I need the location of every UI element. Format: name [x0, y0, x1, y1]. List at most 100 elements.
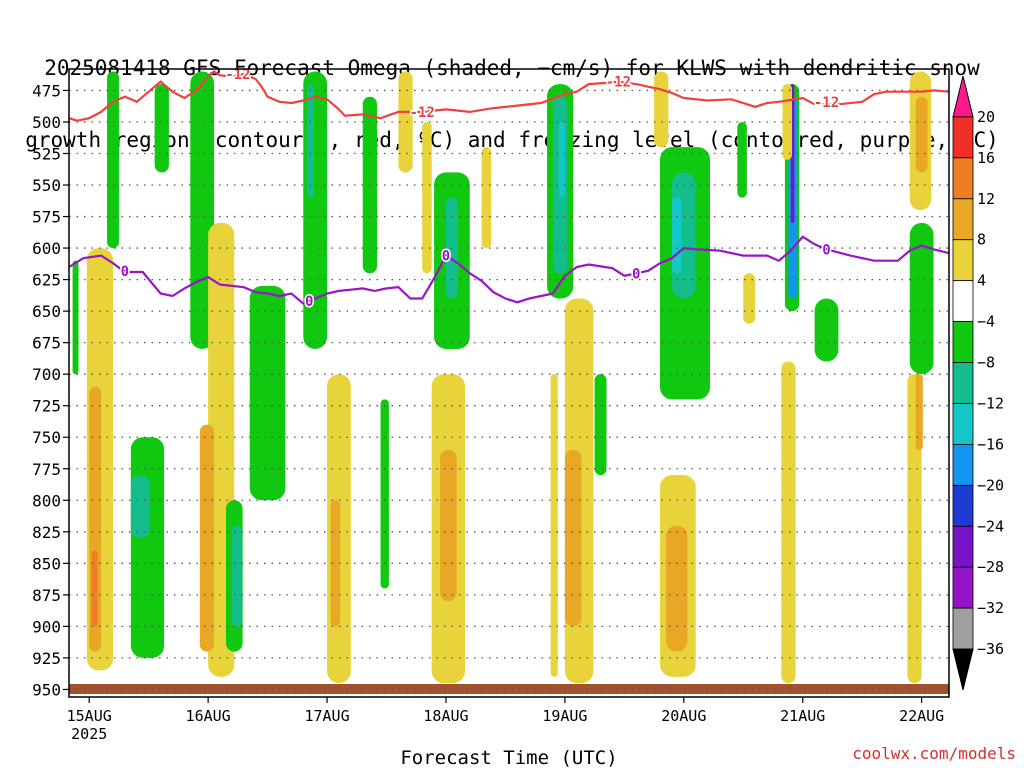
colorbar-swatch — [952, 321, 974, 363]
plot-frame — [68, 68, 950, 698]
colorbar-swatch — [952, 566, 974, 609]
omega-cell — [782, 84, 793, 160]
x-tick-label: 22AUG — [899, 707, 944, 725]
colorbar-label: −36 — [977, 640, 1004, 658]
y-tick-label: 625 — [32, 271, 61, 290]
colorbar-swatch — [952, 198, 974, 241]
contour-line — [69, 235, 949, 305]
title-line-1: 2025081418 GFS Forecast Omega (shaded, −… — [44, 56, 980, 80]
colorbar-swatch — [952, 157, 974, 200]
x-tick-label: 19AUG — [542, 707, 587, 725]
omega-cell — [814, 298, 839, 362]
omega-cell — [564, 449, 582, 627]
x-tick-label: 16AUG — [186, 707, 231, 725]
y-tick-label: 775 — [32, 460, 61, 479]
omega-cell — [72, 260, 79, 375]
y-tick-label: 725 — [32, 397, 61, 416]
omega-cell — [380, 399, 389, 589]
omega-cell — [558, 121, 565, 198]
omega-cell — [398, 71, 413, 173]
colorbar-label: −32 — [977, 599, 1004, 617]
y-tick-label: 550 — [32, 176, 61, 195]
colorbar-label: −12 — [977, 394, 1004, 412]
omega-cell — [781, 361, 796, 684]
omega-cell — [481, 147, 492, 249]
contour-label: -12 — [814, 95, 839, 111]
y-tick-label: 850 — [32, 554, 61, 573]
colorbar-swatch — [952, 403, 974, 445]
y-tick-label: 900 — [32, 617, 61, 636]
colorbar-label: −28 — [977, 558, 1004, 576]
y-tick-label: 600 — [32, 239, 61, 258]
y-tick-label: 750 — [32, 428, 61, 447]
omega-cell — [231, 525, 242, 627]
y-tick-label: 925 — [32, 649, 61, 668]
omega-cell — [550, 374, 558, 677]
omega-cell — [671, 197, 682, 274]
contour-label: 0 — [442, 249, 450, 265]
colorbar-cap-bottom — [952, 648, 974, 691]
y-tick-label: 950 — [32, 680, 61, 699]
colorbar-swatch — [952, 362, 974, 404]
x-year-label: 2025 — [71, 725, 107, 743]
colorbar-swatch — [952, 484, 974, 527]
y-tick-label: 525 — [32, 144, 61, 163]
contour-label: 0 — [305, 294, 313, 310]
colorbar-swatch — [952, 443, 974, 486]
omega-cell — [909, 222, 934, 375]
chart-title: 2025081418 GFS Forecast Omega (shaded, −… — [0, 8, 1024, 176]
colorbar-label: −24 — [977, 517, 1004, 535]
omega-cell — [594, 374, 607, 476]
omega-cell — [743, 273, 756, 324]
contour-label: -12 — [225, 67, 250, 83]
omega-cell — [915, 374, 923, 450]
colorbar-label: −4 — [977, 313, 995, 331]
omega-cell — [306, 84, 314, 198]
contour-label: -12 — [410, 105, 435, 121]
x-tick-label: 20AUG — [661, 707, 706, 725]
y-tick-label: 650 — [32, 302, 61, 321]
omega-cell — [154, 84, 169, 173]
colorbar-label: 4 — [977, 272, 986, 290]
contour-label: 0 — [822, 242, 830, 258]
omega-cell — [665, 525, 688, 652]
colorbar-cap-top — [952, 75, 974, 118]
colorbar-swatch — [952, 525, 974, 568]
x-tick-label: 15AUG — [67, 707, 112, 725]
omega-cell — [330, 500, 341, 627]
colorbar-swatch — [952, 607, 974, 650]
colorbar-label: −8 — [977, 354, 995, 372]
x-axis-title: Forecast Time (UTC) — [400, 747, 617, 768]
y-tick-label: 575 — [32, 208, 61, 227]
contour-label: 0 — [632, 266, 640, 282]
omega-cell — [907, 374, 922, 684]
omega-cell — [249, 285, 286, 501]
colorbar-label: 16 — [977, 149, 995, 167]
contour-label: 0 — [121, 264, 129, 280]
credit-text: coolwx.com/models — [852, 744, 1016, 763]
omega-cell — [91, 550, 98, 627]
omega-cell — [107, 71, 119, 249]
omega-cell — [737, 121, 747, 198]
x-tick-label: 21AUG — [780, 707, 825, 725]
omega-cell — [199, 424, 215, 652]
contour-label: -12 — [606, 75, 631, 91]
colorbar-label: 12 — [977, 190, 995, 208]
y-tick-label: 875 — [32, 586, 61, 605]
colorbar-swatch — [952, 280, 974, 322]
x-tick-label: 17AUG — [304, 707, 349, 725]
y-tick-label: 825 — [32, 523, 61, 542]
omega-shading: -12 -12 -12 -12 0 0 0 0 0 — [69, 67, 949, 694]
colorbar-label: −20 — [977, 476, 1004, 494]
omega-cell — [915, 96, 928, 173]
colorbar-label: 8 — [977, 231, 986, 249]
contour-line — [69, 70, 949, 122]
colorbar-label: 20 — [977, 108, 995, 126]
omega-cell — [440, 449, 457, 602]
omega-cell — [422, 121, 432, 274]
y-tick-label: 700 — [32, 365, 61, 384]
colorbar-label: −16 — [977, 435, 1004, 453]
omega-cell — [654, 71, 669, 148]
y-tick-label: 675 — [32, 334, 61, 353]
